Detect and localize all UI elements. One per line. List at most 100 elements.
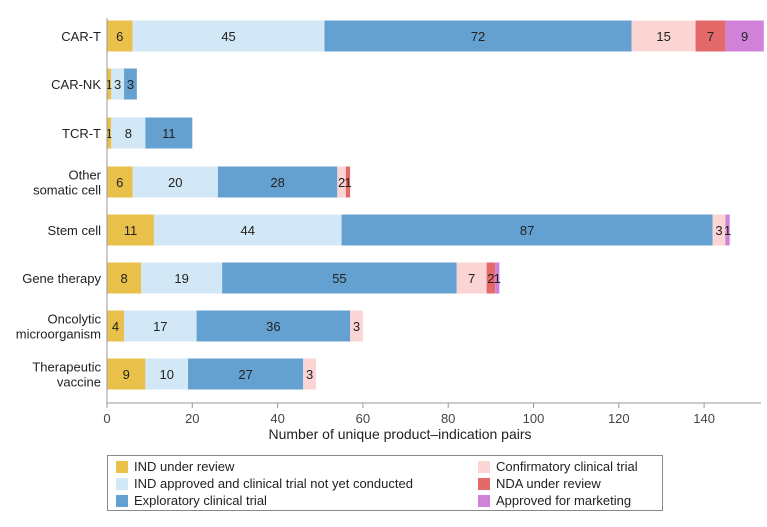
data-label: 15 <box>656 29 670 44</box>
legend-label: Confirmatory clinical trial <box>496 459 638 474</box>
bar-segment <box>107 117 112 149</box>
bar-segment <box>107 310 125 342</box>
bar-segment <box>141 262 223 294</box>
bar-segment <box>486 262 496 294</box>
data-label: 6 <box>116 175 123 190</box>
legend-item: NDA under review <box>478 475 601 492</box>
legend-label: Exploratory clinical trial <box>134 493 267 508</box>
legend-item: IND approved and clinical trial not yet … <box>116 475 413 492</box>
bar-segment <box>107 358 146 390</box>
legend-label: NDA under review <box>496 476 601 491</box>
data-label: 19 <box>174 271 188 286</box>
legend-swatch <box>478 460 490 473</box>
x-axis-label: Number of unique product–indication pair… <box>268 426 531 442</box>
data-label: 1 <box>106 77 113 92</box>
x-tick-label: 0 <box>103 411 110 426</box>
x-tick-label: 80 <box>441 411 455 426</box>
bar-segment <box>695 20 726 52</box>
data-label: 45 <box>221 29 235 44</box>
category-label: microorganism <box>16 327 101 342</box>
x-tick-label: 20 <box>185 411 199 426</box>
bar-segment <box>196 310 351 342</box>
category-label: somatic cell <box>33 183 101 198</box>
data-label: 36 <box>266 319 280 334</box>
data-label: 55 <box>332 271 346 286</box>
bar-segment <box>712 214 726 246</box>
legend-label: IND under review <box>134 459 235 474</box>
data-label: 2 <box>487 271 494 286</box>
data-label: 1 <box>724 223 731 238</box>
data-label: 3 <box>127 77 134 92</box>
bar-segment <box>631 20 696 52</box>
data-label: 8 <box>120 271 127 286</box>
legend-label: IND approved and clinical trial not yet … <box>134 476 413 491</box>
data-label: 3 <box>715 223 722 238</box>
bar-segment <box>188 358 304 390</box>
category-label: vaccine <box>57 375 101 390</box>
bar-segment <box>145 358 189 390</box>
data-label: 2 <box>338 175 345 190</box>
data-label: 9 <box>741 29 748 44</box>
data-label: 4 <box>112 319 119 334</box>
data-label: 3 <box>114 77 121 92</box>
category-label: Gene therapy <box>22 271 101 286</box>
bar-segment <box>107 68 112 100</box>
x-tick-label: 120 <box>608 411 630 426</box>
bar-segment <box>324 20 632 52</box>
bar-segment <box>132 166 218 198</box>
bar-segment <box>217 166 338 198</box>
bar-segment <box>341 214 713 246</box>
data-label: 9 <box>123 367 130 382</box>
bar-segment <box>124 68 137 100</box>
data-label: 1 <box>106 126 113 141</box>
data-label: 27 <box>238 367 252 382</box>
category-label: Stem cell <box>48 223 102 238</box>
bar-segment <box>222 262 457 294</box>
legend-swatch <box>116 460 128 473</box>
bar-segment <box>124 310 197 342</box>
bar-segment <box>725 214 730 246</box>
bar-segment <box>456 262 487 294</box>
x-tick-label: 140 <box>693 411 715 426</box>
legend-item: Exploratory clinical trial <box>116 492 267 509</box>
legend-swatch <box>478 494 490 507</box>
data-label: 1 <box>344 175 351 190</box>
legend-item: Confirmatory clinical trial <box>478 458 638 475</box>
legend-swatch <box>116 477 128 490</box>
bar-segment <box>153 214 342 246</box>
bar-segment <box>111 117 146 149</box>
bar-segment <box>350 310 363 342</box>
data-label: 87 <box>520 223 534 238</box>
category-label: Other <box>68 168 101 183</box>
category-label: CAR-T <box>61 29 101 44</box>
bar-segment <box>107 214 154 246</box>
data-label: 11 <box>124 223 138 238</box>
data-label: 6 <box>116 29 123 44</box>
data-label: 44 <box>241 223 255 238</box>
legend: IND under review IND approved and clinica… <box>107 455 663 511</box>
data-label: 11 <box>162 126 176 141</box>
data-label: 7 <box>468 271 475 286</box>
legend-item: IND under review <box>116 458 234 475</box>
category-label: Oncolytic <box>48 312 102 327</box>
data-label: 1 <box>494 271 501 286</box>
category-label: Therapeutic <box>32 360 101 375</box>
data-label: 3 <box>353 319 360 334</box>
bar-segment <box>111 68 125 100</box>
legend-label: Approved for marketing <box>496 493 632 508</box>
bar-segment <box>345 166 351 198</box>
data-label: 28 <box>270 175 284 190</box>
data-label: 3 <box>306 367 313 382</box>
x-tick-label: 60 <box>356 411 370 426</box>
data-label: 10 <box>159 367 173 382</box>
category-label: CAR-NK <box>51 77 101 92</box>
legend-swatch <box>478 477 490 490</box>
data-label: 20 <box>168 175 182 190</box>
x-tick-label: 40 <box>270 411 284 426</box>
data-label: 7 <box>707 29 714 44</box>
bar-segment <box>107 262 142 294</box>
data-label: 8 <box>125 126 132 141</box>
bar-segment <box>107 166 133 198</box>
